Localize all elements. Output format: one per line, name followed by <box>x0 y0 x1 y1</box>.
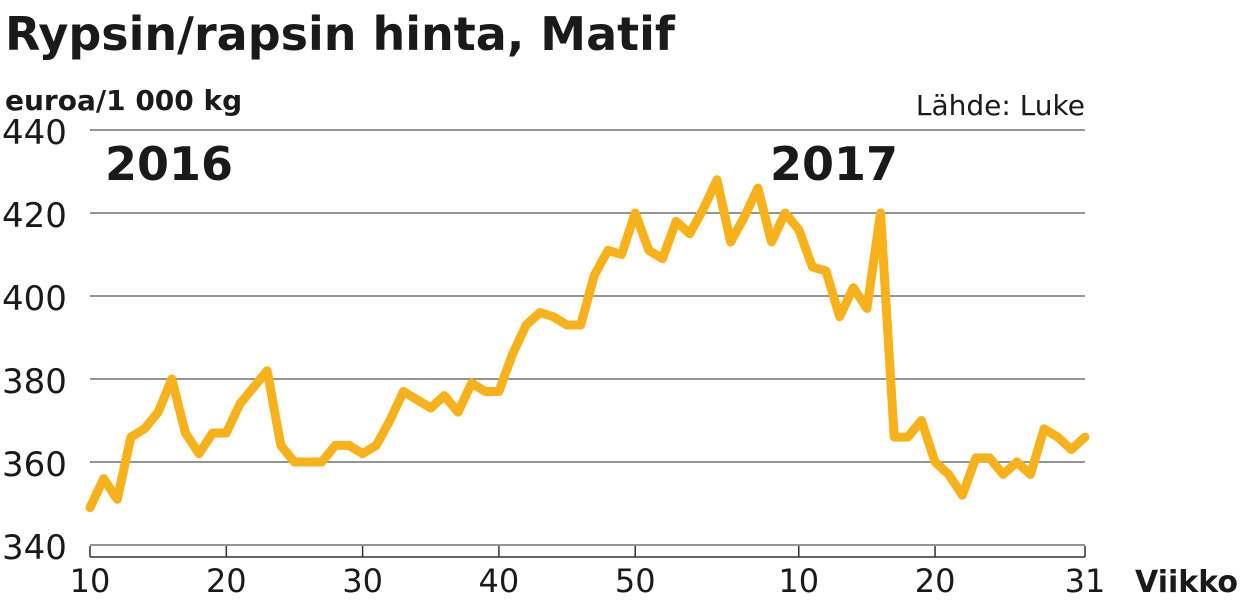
subtitle: euroa/1 000 kg <box>5 84 242 117</box>
y-tick-label: 360 <box>2 445 67 485</box>
y-tick-label: 440 <box>2 113 67 153</box>
x-tick-label: 10 <box>778 562 819 600</box>
y-tick-label: 420 <box>2 196 67 236</box>
x-tick-label: 10 <box>70 562 111 600</box>
x-tick-label: 50 <box>615 562 656 600</box>
x-tick-label: 20 <box>915 562 956 600</box>
source: Lähde: Luke <box>916 89 1085 122</box>
annotation: 2016 <box>105 137 233 191</box>
chart-title: Rypsin/rapsin hinta, Matif <box>5 7 676 61</box>
x-axis-label: Viikko <box>1135 565 1238 600</box>
data-line <box>85 175 1090 513</box>
y-tick-label: 400 <box>2 279 67 319</box>
y-tick-label: 380 <box>2 362 67 402</box>
annotation: 2017 <box>770 137 898 191</box>
x-tick-label: 31 <box>1065 562 1106 600</box>
y-tick-label: 340 <box>2 528 67 568</box>
x-tick-label: 20 <box>206 562 247 600</box>
x-tick-label: 30 <box>342 562 383 600</box>
x-tick-label: 40 <box>479 562 520 600</box>
